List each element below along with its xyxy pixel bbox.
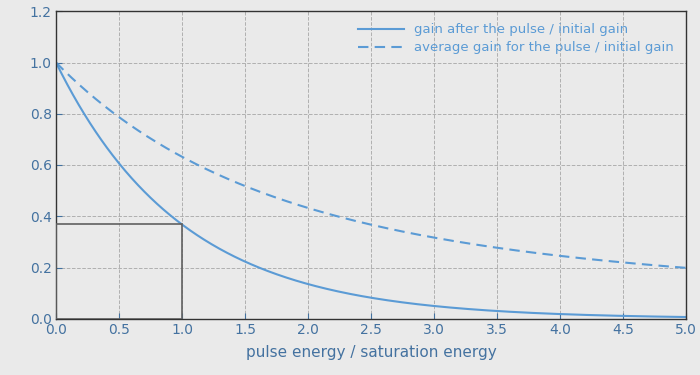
average gain for the pulse / initial gain (52, 60, 60, 65)
average gain for the pulse / initial gain (329, 213, 337, 217)
gain after the pulse / initial gain (116, 163, 125, 167)
Line: gain after the pulse / initial gain: gain after the pulse / initial gain (56, 63, 686, 317)
average gain for the pulse / initial gain (682, 266, 690, 270)
gain after the pulse / initial gain (52, 60, 60, 65)
average gain for the pulse / initial gain (484, 244, 493, 249)
Bar (56, 225, 182, 319)
gain after the pulse / initial gain (329, 288, 337, 292)
gain after the pulse / initial gain (554, 312, 563, 316)
average gain for the pulse / initial gain (554, 254, 563, 258)
average gain for the pulse / initial gain (307, 207, 315, 211)
gain after the pulse / initial gain (543, 311, 552, 316)
Line: average gain for the pulse / initial gain: average gain for the pulse / initial gai… (56, 63, 686, 268)
gain after the pulse / initial gain (682, 315, 690, 319)
Legend: gain after the pulse / initial gain, average gain for the pulse / initial gain: gain after the pulse / initial gain, ave… (352, 18, 680, 60)
gain after the pulse / initial gain (484, 308, 493, 313)
average gain for the pulse / initial gain (543, 252, 552, 257)
X-axis label: pulse energy / saturation energy: pulse energy / saturation energy (246, 345, 496, 360)
gain after the pulse / initial gain (307, 283, 315, 287)
average gain for the pulse / initial gain (116, 116, 125, 120)
